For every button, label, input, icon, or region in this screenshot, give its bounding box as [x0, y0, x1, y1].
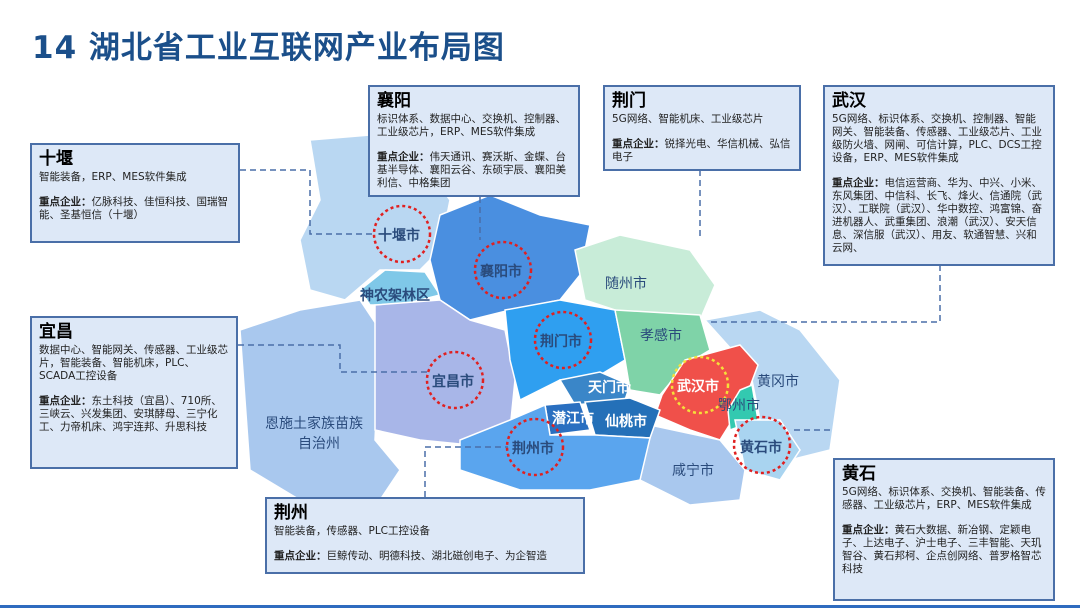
city-marker-wuhan — [670, 355, 730, 415]
label-jingzhou: 荆州市 — [512, 440, 554, 457]
city-marker-jingmen — [533, 310, 593, 370]
connector-jingzhou — [424, 446, 508, 497]
box-products: 5G网络、标识体系、交换机、智能装备、传感器、工业级芯片，ERP、MES软件集成 — [842, 486, 1046, 511]
box-products: 智能装备，传感器、PLC工控设备 — [274, 525, 431, 537]
info-box-huangshi: 黄石 5G网络、标识体系、交换机、智能装备、传感器、工业级芯片，ERP、MES软… — [833, 458, 1055, 601]
label-ezhou: 鄂州市 — [718, 397, 760, 414]
connector-yichang — [238, 344, 428, 373]
info-box-wuhan: 武汉 5G网络、标识体系、交换机、控制器、智能网关、智能装备、传感器、工业级芯片… — [823, 85, 1055, 266]
label-xiantao: 仙桃市 — [605, 413, 647, 430]
connector-shiyan — [240, 169, 375, 235]
city-marker-jingzhou — [505, 417, 565, 477]
label-tianmen: 天门市 — [588, 379, 630, 396]
city-marker-shiyan — [372, 204, 432, 264]
region-yichang — [374, 299, 516, 446]
label-enshi-2: 自治州 — [298, 436, 340, 452]
box-title: 荆州 — [274, 503, 308, 523]
info-box-shiyan: 十堰 智能装备，ERP、MES软件集成 重点企业：亿脉科技、佳恒科技、国瑞智能、… — [30, 143, 240, 243]
label-huanggang: 黄冈市 — [757, 373, 799, 390]
box-companies: 锐择光电、华信机械、弘信电子 — [612, 138, 791, 163]
key-label: 重点企业： — [842, 524, 895, 536]
key-label: 重点企业： — [39, 395, 92, 407]
key-label: 重点企业： — [832, 177, 885, 189]
box-companies: 东土科技（宜昌）、710所、三峡云、兴发集团、安琪酵母、三宁化工、力帝机床、鸿宇… — [39, 395, 222, 433]
city-marker-huangshi — [732, 415, 792, 475]
key-label: 重点企业： — [274, 550, 327, 562]
label-huangshi: 黄石市 — [740, 439, 782, 456]
box-companies: 电信运营商、华为、中兴、小米、东风集团、中信科、长飞、烽火、信通院（武汉）、工联… — [832, 177, 1042, 254]
box-products: 5G网络、标识体系、交换机、控制器、智能网关、智能装备、传感器、工业级芯片、工业… — [832, 113, 1042, 164]
info-box-yichang: 宜昌 数据中心、智能网关、传感器、工业级芯片，智能装备、智能机床，PLC、SCA… — [30, 316, 238, 469]
label-jingmen: 荆门市 — [540, 333, 582, 350]
info-box-xiangyang: 襄阳 标识体系、数据中心、交换机、控制器、工业级芯片，ERP、MES软件集成 重… — [368, 85, 580, 197]
label-qianjiang: 潜江市 — [552, 410, 594, 427]
key-label: 重点企业： — [39, 196, 92, 208]
region-huangshi — [734, 419, 801, 481]
box-title: 武汉 — [832, 91, 866, 111]
box-companies: 黄石大数据、新冶钢、定颖电子、上达电子、沪士电子、三丰智能、天玑智谷、黄石邦柯、… — [842, 524, 1042, 575]
box-products: 标识体系、数据中心、交换机、控制器、工业级芯片，ERP、MES软件集成 — [377, 113, 566, 138]
info-box-jingmen: 荆门 5G网络、智能机床、工业级芯片 重点企业：锐择光电、华信机械、弘信电子 — [603, 85, 801, 171]
label-xianning: 咸宁市 — [672, 462, 714, 479]
connector-wuhan — [710, 265, 941, 323]
info-box-jingzhou: 荆州 智能装备，传感器、PLC工控设备 重点企业：巨鲸传动、明德科技、湖北磁创电… — [265, 497, 585, 574]
region-xiantao — [584, 397, 661, 439]
bottom-rule — [0, 605, 1080, 608]
label-xiangyang: 襄阳市 — [479, 263, 522, 280]
key-label: 重点企业： — [377, 151, 430, 163]
box-title: 黄石 — [842, 464, 876, 484]
box-title: 十堰 — [39, 149, 73, 169]
box-companies: 亿脉科技、佳恒科技、国瑞智能、圣基恒信（十堰） — [39, 196, 228, 221]
box-title: 荆门 — [612, 91, 646, 111]
label-wuhan: 武汉市 — [677, 378, 719, 395]
region-jingzhou — [459, 403, 651, 491]
box-companies: 巨鲸传动、明德科技、湖北磁创电子、为企智造 — [326, 550, 548, 562]
city-marker-xiangyang — [473, 240, 533, 300]
label-shennongjia: 神农架林区 — [360, 287, 430, 304]
box-products: 5G网络、智能机床、工业级芯片 — [612, 113, 764, 125]
box-products: 智能装备，ERP、MES软件集成 — [39, 171, 187, 183]
label-xiaogan: 孝感市 — [640, 327, 682, 344]
box-products: 数据中心、智能网关、传感器、工业级芯片，智能装备、智能机床，PLC、SCADA工… — [39, 344, 228, 382]
region-tianmen — [558, 371, 631, 406]
label-suizhou: 随州市 — [605, 275, 647, 292]
box-companies: 伟天通讯、赛沃斯、金蝶、台基半导体、襄阳云谷、东硕宇辰、襄阳美利信、中格集团 — [377, 151, 566, 189]
page-title: 14 湖北省工业互联网产业布局图 — [32, 30, 505, 66]
box-title: 宜昌 — [39, 322, 73, 342]
label-enshi: 恩施土家族苗族 — [265, 415, 363, 432]
label-shiyan: 十堰市 — [378, 227, 420, 244]
key-label: 重点企业： — [612, 138, 665, 150]
region-enshi — [239, 299, 401, 501]
box-title: 襄阳 — [377, 91, 411, 111]
city-marker-yichang — [425, 350, 485, 410]
label-yichang: 宜昌市 — [432, 373, 474, 390]
